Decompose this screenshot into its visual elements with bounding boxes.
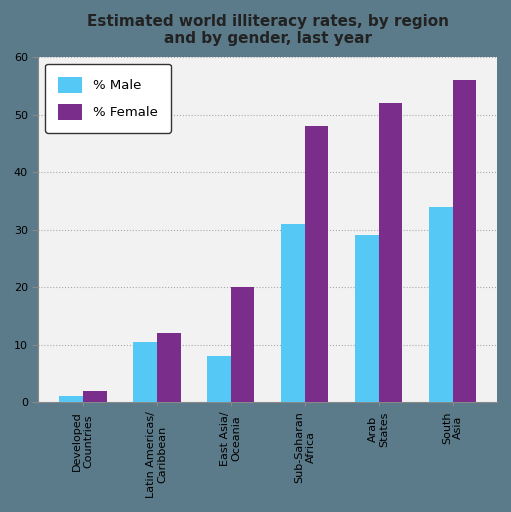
Bar (281, 224, 305, 402)
Title: Estimated world illiteracy rates, by region
and by gender, last year: Estimated world illiteracy rates, by reg… (87, 14, 449, 46)
Bar (83, 391, 107, 402)
Bar (379, 103, 402, 402)
Bar (305, 126, 329, 402)
Bar (231, 287, 254, 402)
Bar (133, 342, 157, 402)
Bar (59, 396, 83, 402)
Bar (207, 356, 231, 402)
Bar (355, 236, 379, 402)
Bar (453, 80, 476, 402)
Bar (157, 333, 180, 402)
Legend: % Male, % Female: % Male, % Female (45, 64, 171, 133)
Bar (429, 207, 453, 402)
